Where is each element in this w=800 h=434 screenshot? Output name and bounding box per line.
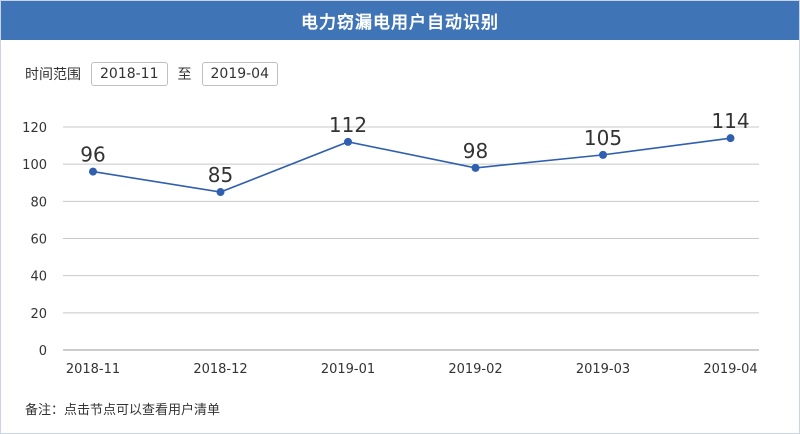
series-line	[92, 137, 731, 193]
end-month-input[interactable]: 2019-04	[201, 62, 278, 86]
x-tick-label: 2018-12	[193, 362, 247, 377]
x-tick-label: 2019-02	[448, 362, 502, 377]
y-tick-label: 0	[39, 344, 47, 359]
y-tick-label: 60	[30, 233, 47, 248]
data-label: 114	[711, 109, 749, 133]
x-tick-label: 2018-11	[66, 362, 120, 377]
x-tick-label: 2019-03	[576, 362, 630, 377]
start-month-input[interactable]: 2018-11	[91, 62, 168, 86]
time-range-label: 时间范围	[25, 67, 81, 83]
data-label: 98	[463, 139, 488, 163]
y-tick-label: 20	[30, 307, 47, 322]
data-point[interactable]	[89, 167, 97, 176]
data-label: 85	[208, 163, 233, 187]
page-title: 电力窃漏电用户自动识别	[301, 13, 499, 33]
data-point[interactable]	[726, 134, 735, 143]
x-tick-label: 2019-01	[321, 362, 375, 377]
data-label: 96	[80, 143, 105, 167]
range-separator: 至	[177, 67, 192, 83]
footnote: 备注：点击节点可以查看用户清单	[25, 403, 221, 418]
x-tick-label: 2019-04	[703, 362, 757, 377]
data-label: 112	[329, 113, 367, 137]
y-tick-label: 40	[30, 270, 47, 285]
data-point[interactable]	[599, 150, 607, 159]
y-tick-label: 100	[22, 158, 47, 173]
y-tick-label: 80	[30, 195, 47, 210]
y-tick-label: 120	[22, 121, 47, 136]
data-point[interactable]	[216, 188, 225, 197]
data-label: 105	[584, 126, 622, 150]
data-point[interactable]	[344, 137, 352, 146]
header-bar: 电力窃漏电用户自动识别	[1, 1, 799, 40]
data-point[interactable]	[471, 163, 480, 172]
time-range-filter: 时间范围 2018-11 至 2019-04	[25, 61, 278, 87]
